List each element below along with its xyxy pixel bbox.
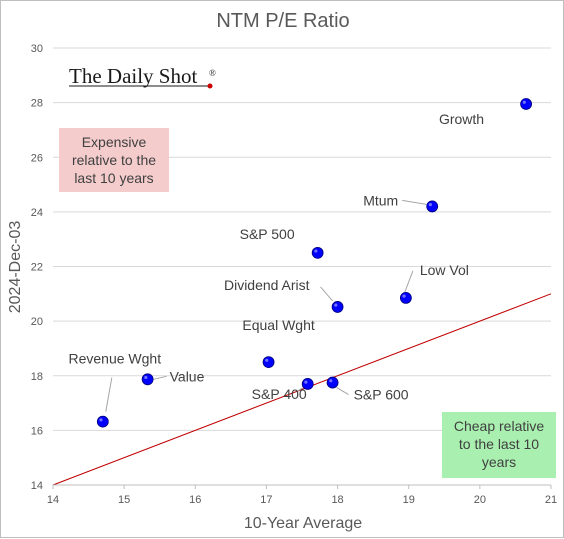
logo-registered-mark: ® — [209, 68, 216, 78]
reference-line — [52, 293, 552, 486]
point-highlight-low-vol — [402, 294, 406, 298]
expensive-annotation: Expensive relative to the last 10 years — [59, 128, 169, 192]
y-axis-title: 2024-Dec-03 — [7, 221, 24, 314]
point-highlight-equal-wght — [265, 358, 269, 362]
reference-line-layer — [52, 293, 552, 486]
y-tick-label: 26 — [31, 152, 43, 164]
x-tick-label: 16 — [189, 494, 201, 506]
leader-line-mtum — [402, 199, 427, 205]
y-tick-label: 14 — [31, 480, 43, 492]
axes: 14 16 18 20 22 24 26 28 30 14 15 16 17 18 19 20 21 — [31, 43, 557, 506]
point-label-revenue-wght: Revenue Wght — [68, 351, 161, 367]
y-tick-label: 18 — [31, 371, 43, 383]
x-tick-label: 17 — [260, 494, 272, 506]
point-label-s-p-400: S&P 400 — [252, 386, 307, 402]
point-label-low-vol: Low Vol — [420, 262, 469, 278]
expensive-annotation-text: relative to the — [72, 152, 156, 168]
point-dividend-arist — [331, 301, 344, 313]
point-label-dividend-arist: Dividend Arist — [224, 277, 310, 293]
point-highlight-s-p-500 — [314, 249, 318, 253]
point-highlight-revenue-wght — [99, 418, 103, 422]
x-tick-label: 20 — [474, 494, 486, 506]
gridlines — [53, 47, 551, 431]
point-highlight-s-p-600 — [329, 379, 333, 383]
point-label-s-p-600: S&P 600 — [354, 387, 409, 403]
point-highlight-growth — [522, 100, 526, 104]
point-equal-wght — [262, 356, 275, 368]
expensive-annotation-text: last 10 years — [74, 170, 153, 186]
cheap-annotation-text: years — [482, 454, 516, 470]
leader-lines — [105, 199, 427, 412]
point-s-p-500 — [311, 246, 324, 259]
cheap-annotation: Cheap relative to the last 10 years — [442, 412, 556, 478]
logo-text: The Daily Shot — [69, 64, 197, 88]
x-tick-label: 21 — [545, 494, 557, 506]
cheap-annotation-background — [442, 412, 556, 478]
point-label-equal-wght: Equal Wght — [242, 317, 314, 333]
y-tick-label: 22 — [31, 262, 43, 274]
y-tick-label: 20 — [31, 316, 43, 328]
point-label-mtum: Mtum — [363, 192, 398, 208]
point-label-growth: Growth — [439, 111, 484, 127]
point-value — [141, 373, 154, 386]
point-highlight-value — [144, 375, 148, 380]
point-labels: Growth Mtum S&P 500 Low Vol Dividend Arist Eq… — [68, 111, 484, 403]
point-highlight-mtum — [428, 203, 432, 207]
expensive-annotation-background — [59, 128, 169, 192]
y-tick-label: 24 — [31, 207, 43, 219]
cheap-annotation-text: to the last 10 — [459, 436, 539, 452]
point-low-vol — [399, 292, 412, 304]
point-highlight-dividend-arist — [334, 303, 338, 307]
data-points — [96, 98, 532, 428]
chart-title: NTM P/E Ratio — [216, 10, 349, 32]
x-tick-label: 18 — [331, 494, 343, 506]
point-label-value: Value — [170, 368, 205, 384]
point-revenue-wght — [96, 415, 109, 428]
leader-line-low-vol — [404, 270, 414, 293]
daily-shot-logo: The Daily Shot ® — [69, 64, 216, 89]
leader-line-s-p-600 — [336, 387, 349, 396]
leader-line-value — [153, 375, 167, 380]
logo-dot — [207, 83, 213, 89]
y-tick-label: 28 — [31, 98, 43, 110]
annotation-boxes: Expensive relative to the last 10 years Che… — [59, 128, 556, 478]
expensive-annotation-text: Expensive — [82, 134, 147, 150]
leader-line-dividend-arist — [320, 286, 333, 302]
x-tick-label: 14 — [47, 494, 59, 506]
leader-line-revenue-wght — [105, 377, 113, 412]
y-tick-label: 30 — [31, 43, 43, 55]
point-label-s-p-500: S&P 500 — [240, 226, 295, 242]
x-tick-label: 19 — [403, 494, 415, 506]
point-s-p-600 — [326, 376, 339, 389]
y-tick-label: 16 — [31, 425, 43, 437]
x-axis-title: 10-Year Average — [244, 515, 362, 532]
point-growth — [520, 98, 532, 110]
x-tick-label: 15 — [118, 494, 130, 506]
point-mtum — [426, 200, 439, 213]
leader-line-s-p-400 — [297, 387, 303, 392]
point-highlight-s-p-400 — [304, 380, 308, 384]
cheap-annotation-text: Cheap relative — [454, 418, 544, 434]
